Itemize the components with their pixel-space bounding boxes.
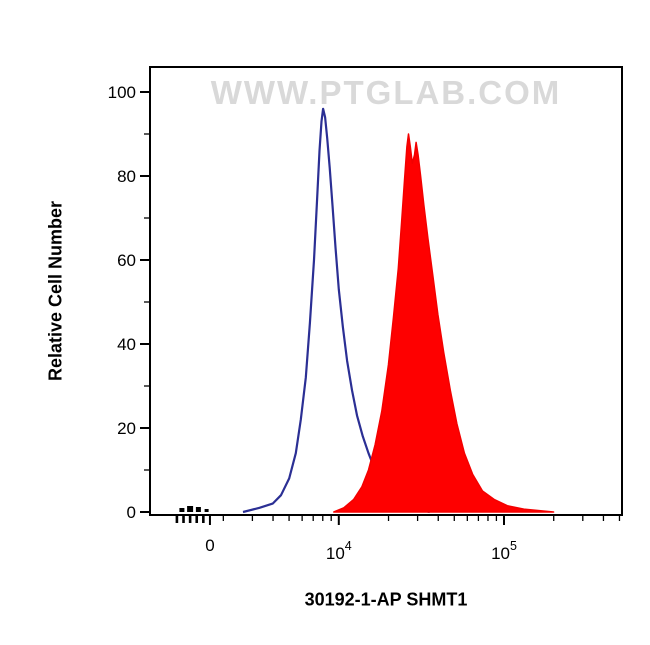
x-tick-label: 105	[491, 539, 517, 563]
x-tick-label: 0	[205, 536, 214, 555]
y-tick-label: 40	[117, 335, 136, 354]
y-tick-label: 0	[127, 503, 136, 522]
y-tick-label: 20	[117, 419, 136, 438]
y-axis-title: Relative Cell Number	[45, 200, 66, 382]
histogram-curves	[242, 107, 555, 514]
zero-baseline-events	[179, 506, 209, 512]
plot-frame	[149, 66, 623, 516]
y-tick-label: 100	[108, 83, 136, 102]
x-axis: 0 104 105	[175, 516, 621, 563]
y-tick-label: 80	[117, 167, 136, 186]
x-axis-title: 30192-1-AP SHMT1	[304, 589, 468, 610]
shmt1-curve	[333, 133, 555, 513]
y-tick-label: 60	[117, 251, 136, 270]
x-tick-label: 104	[326, 539, 352, 563]
y-axis: 0 20 40 60 80 100	[108, 83, 149, 522]
watermark: WWW.PTGLAB.COM	[210, 74, 562, 111]
